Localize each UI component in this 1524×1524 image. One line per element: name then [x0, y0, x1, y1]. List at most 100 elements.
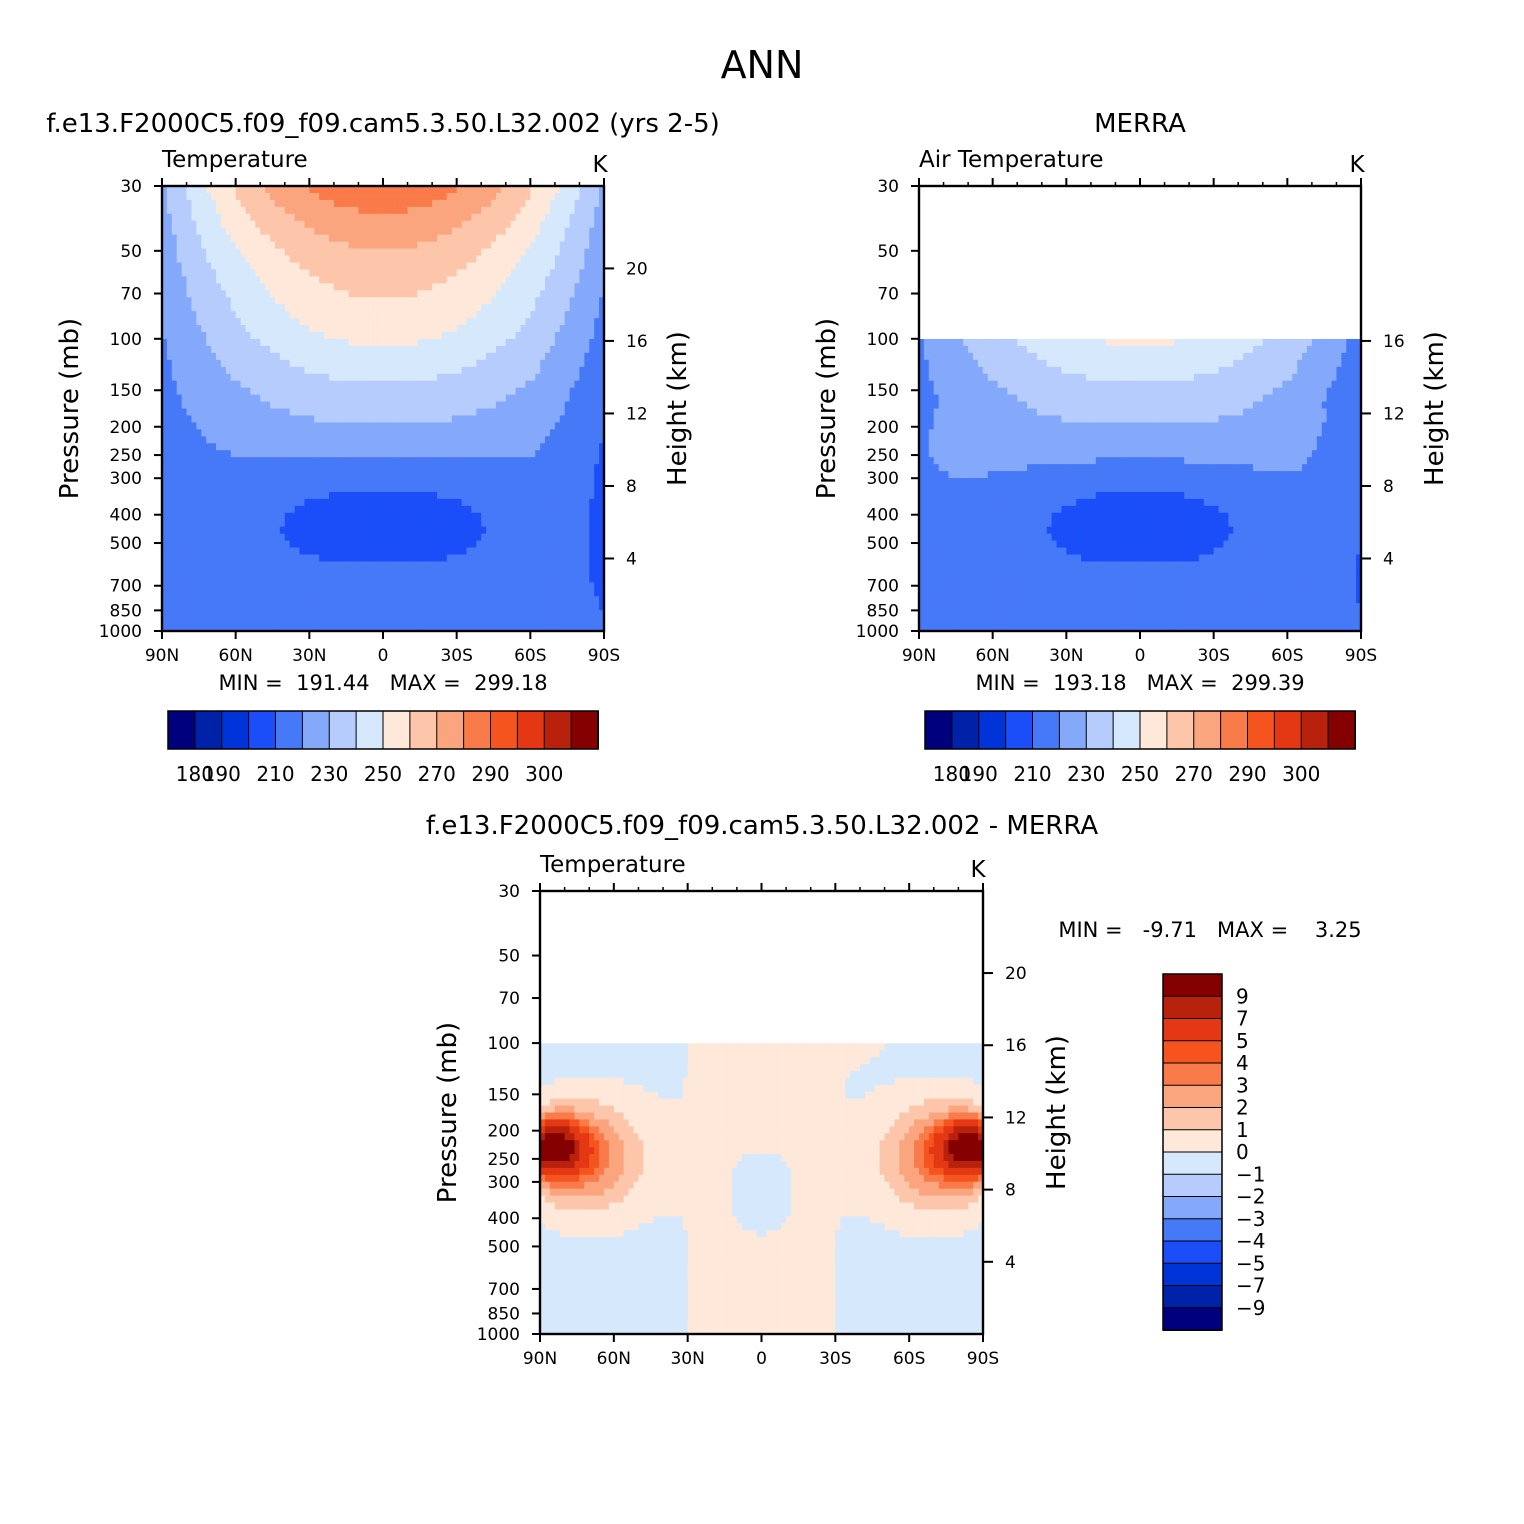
model-cell — [186, 401, 193, 410]
model-cell — [456, 422, 463, 430]
model-cell — [515, 568, 522, 576]
model-cell — [220, 596, 227, 604]
model-cell — [299, 603, 306, 611]
model-cell — [274, 345, 281, 354]
model-cell — [397, 498, 404, 507]
model-cell — [510, 547, 517, 556]
model-cell — [216, 582, 222, 590]
model-cell — [333, 519, 340, 528]
model-cell — [250, 206, 256, 215]
model-cell — [270, 401, 276, 410]
model-cell — [294, 318, 301, 326]
model-cell — [358, 290, 364, 298]
model-cell — [427, 276, 433, 284]
model-cell — [520, 255, 527, 264]
model-cell — [446, 589, 453, 597]
model-cell — [225, 436, 232, 444]
model-cell — [240, 206, 247, 215]
model-cell — [348, 297, 355, 305]
model-cell — [260, 318, 266, 326]
model-cell — [284, 248, 291, 257]
model-cell — [466, 401, 472, 410]
model-cell — [338, 304, 345, 312]
model-cell — [540, 512, 546, 521]
model-cell — [348, 408, 355, 417]
model-cell — [387, 311, 394, 319]
model-cell — [211, 436, 217, 444]
model-cell — [196, 596, 202, 604]
model-cell — [191, 269, 197, 277]
model-cell — [270, 192, 276, 201]
model-cell — [289, 199, 296, 208]
model-cell — [505, 464, 512, 472]
model-cell — [481, 603, 487, 611]
model-cell — [397, 290, 404, 298]
model-cell — [216, 262, 222, 271]
model-cell — [186, 526, 193, 535]
model-cell — [466, 220, 472, 229]
model-cell — [176, 617, 183, 625]
model-cell — [319, 227, 325, 236]
model-cell — [294, 533, 301, 542]
model-cell — [309, 199, 315, 208]
model-cell — [363, 464, 369, 472]
model-cell — [324, 568, 330, 576]
model-cell — [245, 408, 251, 417]
model-cell — [348, 596, 355, 604]
model-cell — [353, 491, 360, 500]
model-cell — [515, 186, 522, 194]
model-cell — [309, 491, 315, 500]
model-cell — [324, 443, 330, 451]
model-cell — [171, 373, 178, 382]
model-cell — [432, 234, 438, 243]
model-cell — [407, 248, 414, 257]
model-cell — [220, 359, 227, 368]
model-cell — [515, 255, 522, 264]
model-cell — [230, 338, 237, 347]
model-cell — [220, 498, 227, 507]
model-cell — [333, 408, 340, 417]
model-cell — [245, 325, 251, 333]
model-cell — [171, 596, 178, 604]
model-cell — [186, 352, 193, 361]
model-cell — [196, 373, 202, 382]
model-cell — [220, 345, 227, 354]
model-cell — [495, 318, 502, 326]
model-cell — [461, 359, 468, 368]
model-cell — [378, 408, 384, 417]
model-cell — [535, 345, 541, 354]
model-cell — [304, 234, 310, 243]
model-cell — [373, 568, 379, 576]
model-cell — [225, 332, 232, 340]
model-cell — [486, 220, 492, 229]
model-cell — [383, 318, 389, 326]
model-cell — [466, 345, 472, 354]
model-cell — [397, 345, 404, 354]
model-cell — [368, 192, 374, 201]
model-cell — [412, 394, 418, 403]
model-cell — [265, 338, 271, 347]
model-cell — [166, 540, 173, 549]
model-cell — [299, 227, 306, 236]
model-cell — [294, 262, 301, 271]
model-cell — [260, 512, 266, 521]
model-cell — [358, 199, 364, 208]
model-cell — [417, 213, 423, 222]
model-cell — [368, 603, 374, 611]
model-cell — [368, 352, 374, 361]
model-cell — [289, 213, 296, 222]
model-cell — [417, 464, 423, 472]
model-cell — [407, 401, 414, 410]
model-cell — [333, 415, 340, 423]
model-cell — [540, 387, 546, 396]
model-cell — [540, 478, 546, 486]
model-cell — [250, 345, 256, 354]
model-cell — [353, 464, 360, 472]
model-cell — [437, 359, 443, 368]
model-cell — [314, 596, 320, 604]
model-cell — [196, 297, 202, 305]
model-cell — [348, 498, 355, 507]
model-cell — [437, 199, 443, 208]
model-cell — [368, 519, 374, 528]
model-cell — [250, 276, 256, 284]
